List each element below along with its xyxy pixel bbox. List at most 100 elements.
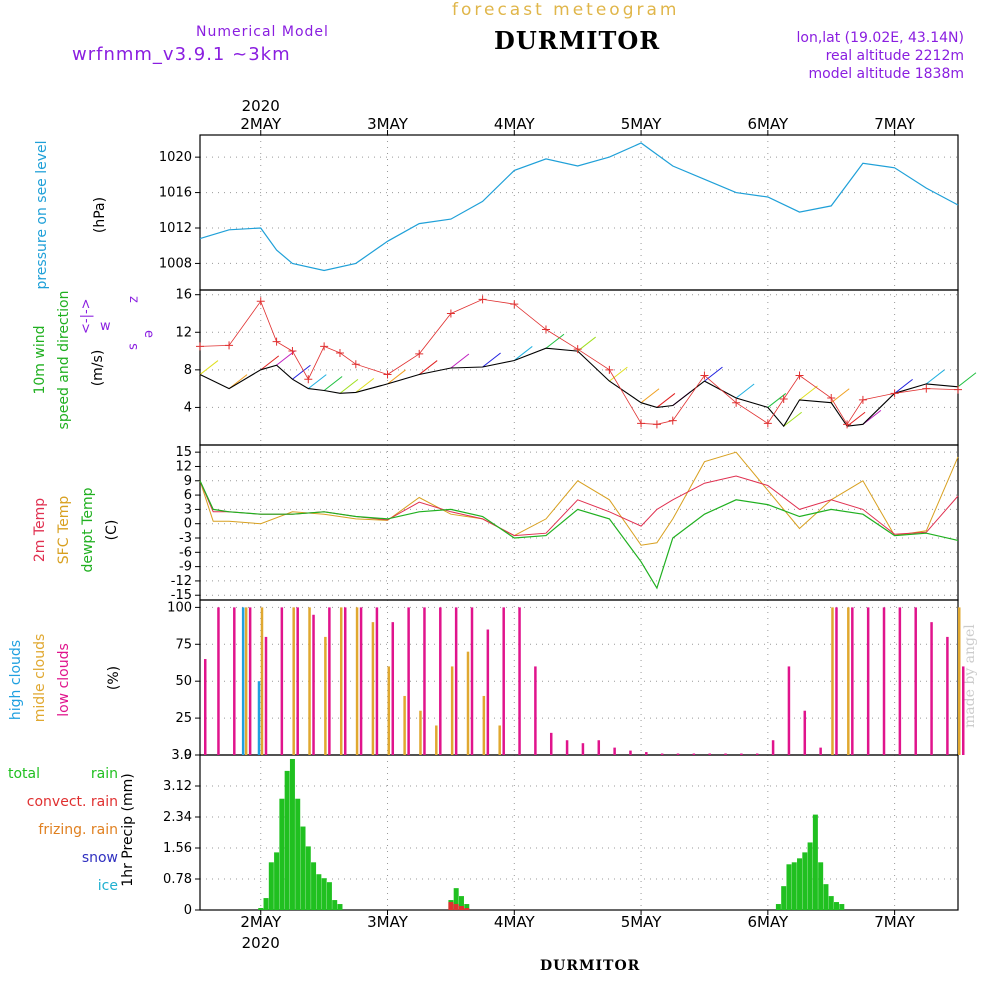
precip-total-bar	[321, 878, 327, 910]
precip-total-bar	[458, 896, 464, 910]
wind-gust-marker	[637, 419, 646, 428]
wind-gust-marker	[573, 345, 582, 354]
wind-legend-e: e	[141, 330, 156, 338]
forecast-title: forecast meteogram	[452, 0, 680, 20]
cloud-low-bar	[803, 710, 807, 755]
cloud-low-bar	[740, 753, 743, 755]
cloud-mid-bar	[371, 622, 375, 755]
cloud-high-label: high clouds	[8, 640, 24, 720]
cloud-low-bar	[613, 747, 616, 755]
wind-gust-marker	[954, 385, 962, 394]
precip-total-bar	[326, 882, 332, 910]
wind-legend-w: w	[100, 319, 111, 334]
precip-total-bar	[839, 904, 845, 910]
cloud-low-bar	[787, 666, 791, 755]
dewpt-line	[199, 480, 959, 590]
wind-unit: (m/s)	[90, 350, 106, 387]
wind-gust-marker	[256, 297, 265, 306]
cloud-low-bar	[771, 740, 775, 755]
wind-direction-arrow	[925, 369, 945, 385]
wind-gust-marker	[922, 384, 931, 393]
precip-total-bar	[263, 898, 269, 910]
y-tick-label: 8	[184, 363, 192, 378]
wind-gust-marker	[335, 348, 344, 357]
y-tick-label: 1020	[159, 150, 192, 165]
cloud-mid-bar	[324, 636, 327, 755]
cloud-low-bar	[534, 666, 537, 755]
y-tick-label: 1016	[159, 186, 192, 201]
precip-convect-bar	[464, 908, 470, 910]
cloud-low-bar	[486, 629, 490, 755]
wind-gust-marker	[225, 341, 234, 350]
cloud-mid-bar	[308, 607, 311, 755]
wind-direction-arrow	[418, 360, 438, 375]
cloud-low-bar	[328, 607, 331, 755]
cloud-low-bar	[581, 743, 585, 755]
cloud-mid-bar	[498, 725, 501, 755]
precip-total-bar	[802, 852, 808, 910]
wind-gust-marker	[383, 370, 392, 379]
precip-total-bar	[775, 904, 781, 910]
cloud-low-bar	[359, 607, 363, 755]
y-tick-label: 50	[175, 674, 192, 689]
cloud-low-bar	[597, 740, 601, 755]
cloud-low-bar	[454, 607, 458, 755]
wind-legend-s: s	[126, 343, 141, 350]
precip-total-bar	[274, 852, 280, 910]
legend-total: total	[8, 766, 40, 782]
wind-title-a: 10m wind	[32, 325, 48, 394]
wind-direction-arrow	[307, 374, 327, 390]
cloud-low-bar	[851, 607, 854, 755]
wind-gust-marker	[668, 416, 677, 425]
legend-snow: snow	[82, 850, 118, 866]
wind-gust-marker	[272, 337, 281, 346]
precip-total-bar	[828, 896, 834, 910]
cloud-low-bar	[518, 607, 521, 755]
wind-speed-line	[199, 347, 959, 428]
model-label: Numerical Model	[196, 24, 329, 40]
precip-total-bar	[464, 904, 470, 910]
cloud-low-bar	[692, 753, 696, 755]
panel-frame	[199, 134, 959, 291]
day-label-bottom: 2MAY	[240, 913, 282, 931]
wind-direction-arrow	[767, 393, 787, 408]
cloud-low-bar	[946, 636, 949, 755]
day-label-bottom: 4MAY	[494, 913, 536, 931]
wind-gust-marker	[652, 420, 661, 429]
wind-direction-arrow	[355, 377, 375, 393]
cloud-mid-bar	[435, 725, 438, 755]
wind-gust-marker	[288, 347, 297, 356]
wind-direction-arrow	[450, 353, 470, 369]
wind-gust-marker	[858, 395, 867, 404]
precip-total-bar	[300, 826, 306, 910]
cloud-low-bar	[882, 607, 886, 755]
cloud-mid-bar	[419, 710, 422, 755]
wind-direction-arrow	[656, 393, 676, 408]
cloud-low-bar	[391, 622, 395, 755]
precip-total-bar	[305, 846, 311, 910]
tempsfc-label: SFC Temp	[56, 496, 72, 565]
wind-legend-arrow: <-|->	[79, 298, 94, 334]
y-tick-label: 1.56	[163, 841, 192, 856]
cloud-low-bar	[565, 740, 569, 755]
cloud-mid-bar	[958, 607, 961, 755]
cloud-mid-bar	[260, 607, 264, 755]
precip-total-bar	[823, 884, 829, 910]
model-altitude: model altitude 1838m	[808, 66, 964, 82]
y-tick-label: -6	[179, 545, 192, 560]
pressure-title: pressure on see level	[34, 140, 50, 289]
cloud-low-bar	[312, 614, 315, 755]
model-name: wrfnmm_v3.9.1 ~3km	[72, 44, 291, 65]
day-label-bottom: 7MAY	[874, 913, 916, 931]
y-tick-label: 15	[175, 445, 192, 460]
cloud-low-bar	[248, 607, 252, 755]
y-tick-label: 0	[184, 748, 192, 763]
y-tick-label: 3	[184, 502, 192, 517]
station-title: DURMITOR	[494, 26, 661, 55]
y-tick-label: 1008	[159, 256, 192, 271]
cloud-low-bar	[962, 666, 965, 755]
y-tick-label: -9	[179, 560, 192, 575]
y-tick-label: 3.9	[171, 748, 192, 763]
cloud-mid-bar	[292, 607, 295, 755]
